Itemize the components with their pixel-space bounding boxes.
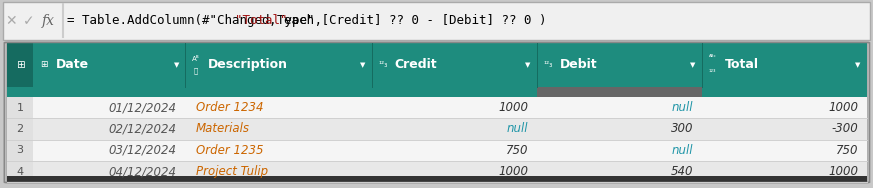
Bar — [185, 87, 372, 97]
Text: 4: 4 — [17, 167, 24, 177]
Bar — [7, 140, 867, 161]
Text: 750: 750 — [835, 144, 858, 157]
Text: ✓: ✓ — [23, 14, 35, 28]
Bar — [7, 118, 867, 140]
Bar — [7, 97, 33, 118]
Text: -300: -300 — [831, 122, 858, 136]
Text: ▼: ▼ — [691, 62, 696, 68]
Text: null: null — [671, 144, 693, 157]
Bar — [7, 140, 33, 161]
Text: 03/12/2024: 03/12/2024 — [108, 144, 176, 157]
Text: ▼: ▼ — [856, 62, 861, 68]
Text: 540: 540 — [670, 165, 693, 178]
Text: Credit: Credit — [395, 58, 437, 71]
Text: ᴬᴮᶜ: ᴬᴮᶜ — [709, 55, 717, 60]
Bar — [7, 161, 867, 182]
Bar — [7, 161, 33, 182]
Text: 1: 1 — [17, 103, 24, 113]
Text: Aᴮ: Aᴮ — [192, 56, 200, 62]
Text: = Table.AddColumn(#"Changed Type",: = Table.AddColumn(#"Changed Type", — [67, 14, 330, 27]
Bar — [7, 43, 33, 87]
Text: Date: Date — [56, 58, 89, 71]
Bar — [702, 87, 867, 97]
Text: ⊞: ⊞ — [16, 60, 24, 70]
Text: 3: 3 — [17, 145, 24, 155]
Text: 1000: 1000 — [828, 101, 858, 114]
Text: Order 1234: Order 1234 — [196, 101, 263, 114]
Text: 02/12/2024: 02/12/2024 — [108, 122, 176, 136]
Bar — [7, 43, 867, 87]
Text: ✕: ✕ — [5, 14, 17, 28]
Text: ¹²₃: ¹²₃ — [544, 60, 553, 69]
Text: Description: Description — [208, 58, 288, 71]
Text: ¹²³: ¹²³ — [709, 70, 717, 75]
Bar — [33, 87, 185, 97]
Text: null: null — [671, 101, 693, 114]
Text: Order 1235: Order 1235 — [196, 144, 263, 157]
Text: ▼: ▼ — [174, 62, 179, 68]
Text: 750: 750 — [505, 144, 528, 157]
Text: 2: 2 — [17, 124, 24, 134]
Bar — [537, 87, 702, 97]
Text: Project Tulip: Project Tulip — [196, 165, 268, 178]
Text: ▼: ▼ — [361, 62, 366, 68]
Bar — [372, 87, 537, 97]
Text: 1000: 1000 — [828, 165, 858, 178]
Bar — [7, 118, 33, 140]
Bar — [7, 176, 867, 182]
Text: fx: fx — [42, 14, 54, 28]
Text: ▼: ▼ — [526, 62, 531, 68]
Text: Materials: Materials — [196, 122, 250, 136]
Text: Debit: Debit — [560, 58, 597, 71]
Text: 300: 300 — [670, 122, 693, 136]
Text: 04/12/2024: 04/12/2024 — [108, 165, 176, 178]
Text: 1000: 1000 — [498, 165, 528, 178]
Text: 01/12/2024: 01/12/2024 — [108, 101, 176, 114]
Text: ꜀: ꜀ — [194, 67, 198, 74]
Text: ¹²₃: ¹²₃ — [379, 60, 388, 69]
Text: 1000: 1000 — [498, 101, 528, 114]
Text: "Total": "Total" — [235, 14, 288, 27]
Text: , each [Credit] ?? 0 - [Debit] ?? 0 ): , each [Credit] ?? 0 - [Debit] ?? 0 ) — [269, 14, 546, 27]
FancyBboxPatch shape — [3, 2, 870, 40]
Bar — [7, 97, 867, 118]
Bar — [7, 87, 33, 97]
Text: ⊞: ⊞ — [40, 60, 48, 69]
Text: Total: Total — [725, 58, 759, 71]
Text: null: null — [506, 122, 528, 136]
